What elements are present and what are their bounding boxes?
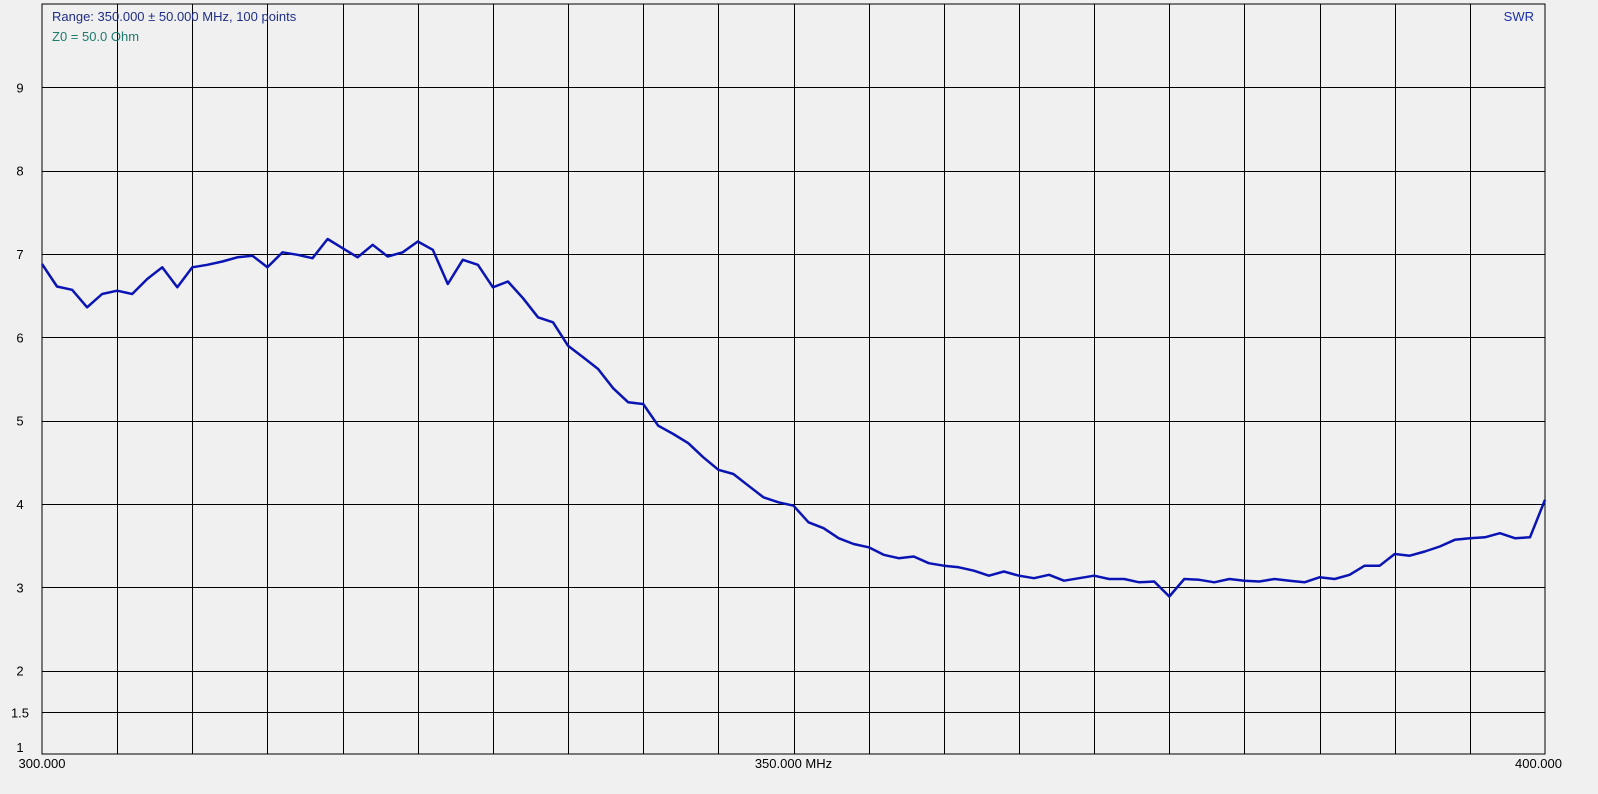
y-tick-label: 7: [16, 247, 23, 262]
range-info-text: Range: 350.000 ± 50.000 MHz, 100 points: [52, 9, 297, 24]
y-tick-label: 8: [16, 164, 23, 179]
grid: [41, 3, 1546, 755]
y-tick-label: 1.5: [11, 705, 29, 720]
y-tick-label: 6: [16, 330, 23, 345]
y-tick-label: 2: [16, 664, 23, 679]
y-axis-ticks: 1 1.5 2 3 4 5 6 7 8 9: [11, 80, 29, 755]
y-tick-label: 9: [16, 80, 23, 95]
x-tick-label: 300.000: [19, 756, 66, 771]
plot-border: [41, 3, 1546, 755]
x-axis-ticks: 300.000 350.000 MHz 400.000: [19, 756, 1563, 771]
y-tick-label: 4: [16, 497, 23, 512]
trace-layer: [40, 237, 1547, 598]
x-tick-label: 400.000: [1515, 756, 1562, 771]
swr-trace-line: [40, 237, 1547, 598]
y-tick-label: 1: [16, 740, 23, 755]
trace-name-label: SWR: [1504, 9, 1534, 24]
y-tick-label: 5: [16, 414, 23, 429]
z0-info-text: Z0 = 50.0 Ohm: [52, 29, 139, 44]
x-tick-label: 350.000 MHz: [755, 756, 832, 771]
y-tick-label: 3: [16, 580, 23, 595]
